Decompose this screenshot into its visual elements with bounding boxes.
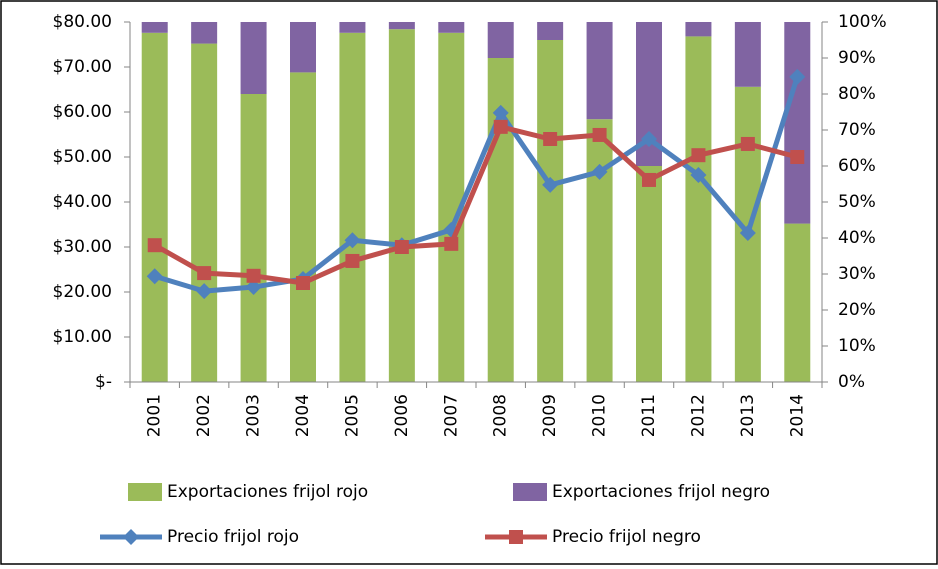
legend-label: Exportaciones frijol negro bbox=[552, 482, 770, 502]
line-marker bbox=[146, 268, 163, 285]
line-marker bbox=[296, 276, 310, 290]
y2-tick-label: 90% bbox=[838, 48, 876, 68]
legend-label: Precio frijol negro bbox=[552, 527, 701, 547]
bar-segment bbox=[636, 166, 662, 382]
bar-segment bbox=[537, 40, 564, 382]
line-marker bbox=[345, 253, 360, 268]
line-marker bbox=[691, 148, 706, 163]
bar-segment bbox=[685, 22, 712, 37]
bar-segment bbox=[734, 22, 761, 87]
x-tick-label: 2010 bbox=[590, 394, 610, 437]
bar-segment bbox=[141, 32, 168, 383]
y-tick-label: $70.00 bbox=[53, 57, 112, 77]
line-marker bbox=[196, 283, 213, 300]
y-tick-label: $- bbox=[95, 372, 112, 392]
line-marker bbox=[123, 529, 139, 545]
line-marker bbox=[492, 104, 509, 121]
bar-segment bbox=[339, 22, 366, 33]
x-tick-label: 2011 bbox=[639, 394, 659, 437]
line-marker bbox=[197, 266, 212, 281]
bar-segment bbox=[191, 43, 218, 382]
bar-segment bbox=[784, 22, 811, 224]
legend-swatch bbox=[513, 483, 547, 501]
line-marker bbox=[444, 236, 459, 251]
bar-segment bbox=[537, 22, 564, 40]
legend-swatch bbox=[128, 483, 162, 501]
line-marker bbox=[245, 279, 262, 296]
y2-tick-label: 40% bbox=[838, 228, 876, 248]
y2-tick-label: 20% bbox=[838, 300, 876, 320]
line bbox=[153, 124, 798, 286]
bar-segment bbox=[586, 22, 613, 120]
legend-label: Precio frijol rojo bbox=[167, 527, 299, 547]
y-tick-label: $50.00 bbox=[53, 147, 112, 167]
bar-segment bbox=[685, 36, 712, 383]
x-tick-label: 2012 bbox=[688, 394, 708, 437]
x-tick-label: 2013 bbox=[738, 394, 758, 437]
y2-tick-label: 0% bbox=[838, 372, 865, 392]
line-marker bbox=[509, 530, 523, 544]
line-marker bbox=[344, 232, 361, 249]
line-marker bbox=[493, 119, 508, 134]
line-marker bbox=[642, 172, 656, 187]
line-marker bbox=[592, 127, 607, 142]
bar-segment bbox=[339, 32, 366, 383]
x-tick-label: 2002 bbox=[194, 394, 214, 437]
y-tick-label: $30.00 bbox=[53, 237, 112, 257]
bar-segment bbox=[191, 22, 218, 44]
x-tick-label: 2004 bbox=[293, 394, 313, 437]
x-tick-label: 2009 bbox=[540, 394, 560, 437]
y2-tick-label: 60% bbox=[838, 156, 876, 176]
bar-segment bbox=[784, 223, 811, 382]
bar-segment bbox=[240, 22, 267, 94]
y-tick-label: $10.00 bbox=[53, 327, 112, 347]
line-marker bbox=[790, 150, 805, 164]
x-tick-label: 2007 bbox=[441, 394, 461, 437]
bar-segment bbox=[290, 72, 316, 383]
bar-segment bbox=[141, 22, 168, 33]
bar-segment bbox=[438, 22, 465, 33]
bar-segment bbox=[388, 29, 415, 382]
y2-tick-label: 80% bbox=[838, 84, 876, 104]
y2-tick-label: 70% bbox=[838, 120, 876, 140]
x-tick-label: 2001 bbox=[145, 394, 165, 437]
bar-segment bbox=[290, 22, 316, 73]
y-tick-label: $80.00 bbox=[53, 12, 112, 32]
x-tick-label: 2006 bbox=[392, 394, 412, 437]
y2-tick-label: 10% bbox=[838, 336, 876, 356]
line-marker bbox=[246, 268, 261, 283]
bar-segment bbox=[240, 94, 267, 382]
x-tick-label: 2003 bbox=[244, 394, 264, 437]
line-marker bbox=[740, 136, 755, 151]
line bbox=[153, 76, 800, 294]
line-marker bbox=[739, 225, 756, 242]
line-marker bbox=[641, 131, 657, 147]
line-marker bbox=[591, 163, 608, 180]
line-marker bbox=[542, 176, 559, 193]
x-tick-label: 2014 bbox=[787, 394, 807, 437]
x-tick-label: 2008 bbox=[491, 394, 511, 437]
bar-segment bbox=[586, 119, 613, 382]
line-marker bbox=[543, 132, 558, 146]
line-marker bbox=[690, 167, 707, 183]
y2-tick-label: 50% bbox=[838, 192, 876, 212]
y-tick-label: $40.00 bbox=[53, 192, 112, 212]
y2-tick-label: 100% bbox=[838, 12, 887, 32]
legend-label: Exportaciones frijol rojo bbox=[167, 482, 368, 502]
x-tick-label: 2005 bbox=[342, 394, 362, 437]
line-marker bbox=[394, 240, 409, 254]
y2-tick-label: 30% bbox=[838, 264, 876, 284]
bar-segment bbox=[388, 22, 415, 30]
line-marker bbox=[789, 68, 806, 85]
y-tick-label: $20.00 bbox=[53, 282, 112, 302]
y-tick-label: $60.00 bbox=[53, 102, 112, 122]
bar-segment bbox=[487, 22, 514, 58]
line-marker bbox=[147, 238, 162, 253]
